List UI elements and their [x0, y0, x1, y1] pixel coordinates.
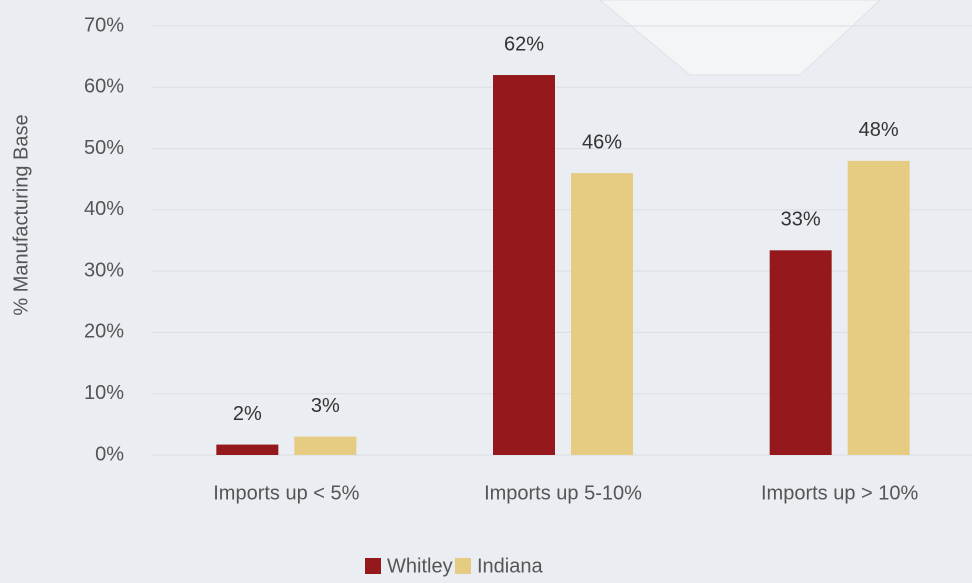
legend-swatch [455, 558, 471, 574]
y-tick-label: 30% [84, 259, 124, 281]
value-label: 2% [233, 403, 262, 425]
y-tick-label: 20% [84, 321, 124, 343]
y-tick-label: 50% [84, 137, 124, 159]
bar [493, 75, 555, 456]
value-label: 62% [504, 33, 544, 55]
y-tick-label: 70% [84, 14, 124, 36]
value-label: 3% [311, 395, 340, 417]
bar [216, 444, 279, 455]
legend-label: Whitley [387, 555, 453, 577]
bar [847, 160, 910, 456]
bar [769, 250, 832, 455]
y-tick-label: 0% [95, 443, 124, 465]
y-axis-title: % Manufacturing Base [10, 114, 32, 315]
value-label: 46% [582, 131, 622, 153]
bar [571, 173, 633, 456]
x-tick-label: Imports up < 5% [213, 482, 359, 504]
legend-label: Indiana [477, 555, 543, 577]
value-label: 33% [781, 209, 821, 231]
x-tick-label: Imports up > 10% [761, 482, 919, 504]
bar [294, 436, 357, 455]
legend-swatch [365, 558, 381, 574]
y-tick-label: 40% [84, 198, 124, 220]
decoration [599, 0, 881, 76]
y-tick-label: 10% [84, 382, 124, 404]
x-tick-label: Imports up 5-10% [484, 482, 642, 504]
y-tick-label: 60% [84, 76, 124, 98]
value-label: 48% [859, 119, 899, 141]
